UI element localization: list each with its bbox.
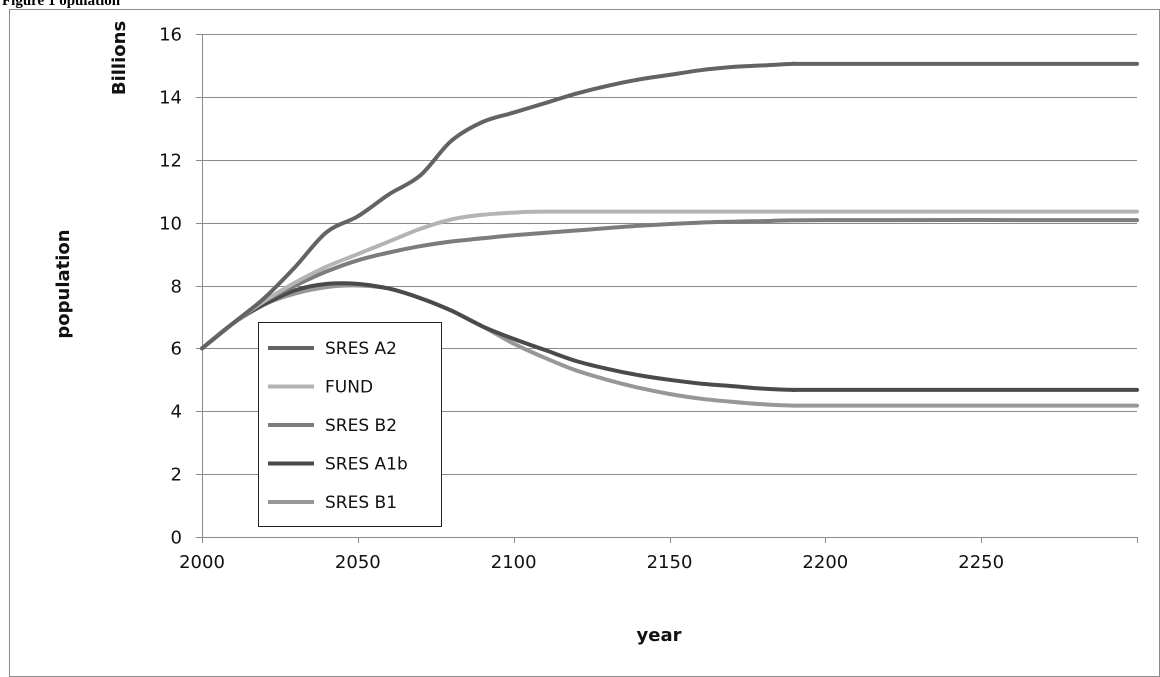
y-tick-label: 10 <box>159 214 182 235</box>
x-axis-title: year <box>637 625 682 646</box>
y-axis-title: population <box>53 229 74 338</box>
legend-label: SRES A2 <box>325 339 397 359</box>
x-tick-labels: 2000 2050 2100 2150 2200 2250 <box>179 552 1004 573</box>
x-tick-label: 2000 <box>179 552 225 573</box>
legend-label: SRES B1 <box>325 493 397 513</box>
y-unit-label: Billions <box>109 21 130 95</box>
figure-caption: Figure 1 opulation <box>2 0 121 9</box>
series-line-sres-a2 <box>200 61 1139 351</box>
series-lines <box>200 61 1139 408</box>
x-tick-label: 2050 <box>335 552 381 573</box>
legend: SRES A2 FUND SRES B2 SRES A1b SRES B1 <box>258 322 442 527</box>
legend-label: SRES B2 <box>325 416 397 436</box>
chart-border <box>9 9 1160 677</box>
x-tick-label: 2200 <box>802 552 848 573</box>
series-line-sres-a1b <box>200 281 1139 392</box>
series-line-sres-b1 <box>200 283 1139 408</box>
x-tick-label: 2100 <box>491 552 537 573</box>
y-tick-label: 6 <box>171 339 182 360</box>
x-tick-label: 2250 <box>958 552 1004 573</box>
axes <box>196 34 1138 543</box>
y-tick-label: 2 <box>171 465 182 486</box>
series-line-fund <box>200 209 1139 351</box>
series-line-sres-b2 <box>200 218 1139 351</box>
legend-label: SRES A1b <box>325 455 408 475</box>
y-tick-label: 4 <box>171 402 182 423</box>
x-tick-label: 2150 <box>647 552 693 573</box>
y-tick-label: 14 <box>159 88 182 109</box>
legend-label: FUND <box>325 378 373 398</box>
y-tick-label: 8 <box>171 277 182 298</box>
y-tick-label: 12 <box>159 151 182 172</box>
y-tick-labels: 0 2 4 6 8 10 12 14 16 <box>159 25 182 549</box>
y-tick-label: 0 <box>171 528 182 549</box>
y-tick-label: 16 <box>159 25 182 46</box>
